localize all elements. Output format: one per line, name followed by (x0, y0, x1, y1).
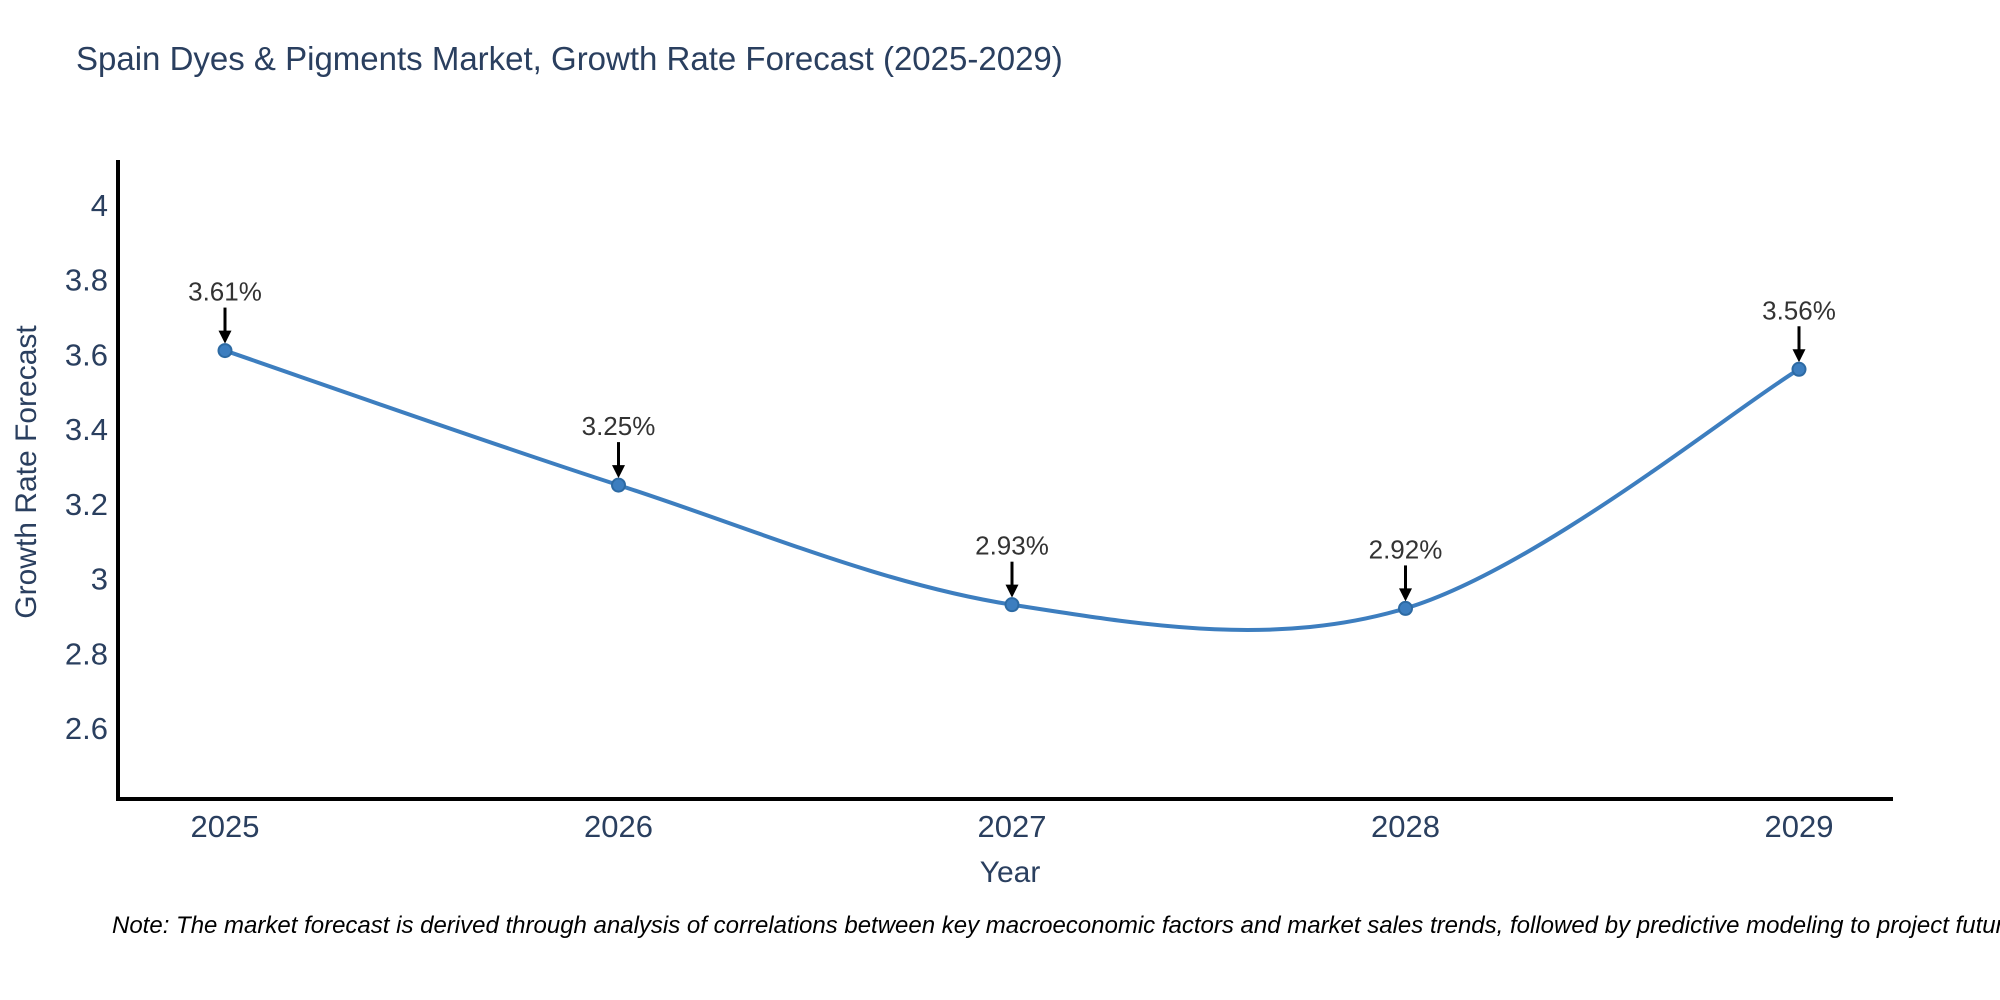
y-tick-label: 3.6 (65, 337, 108, 372)
x-tick-label: 2029 (1765, 809, 1834, 844)
y-tick-label: 3.2 (65, 487, 108, 522)
axis-lines (116, 160, 1893, 801)
x-tick-label: 2026 (584, 809, 653, 844)
point-value-label: 3.56% (1762, 295, 1836, 325)
point-value-label: 2.93% (975, 531, 1049, 561)
data-point-2028[interactable] (1398, 600, 1413, 616)
annotation-arrowhead (1005, 584, 1019, 598)
chart-title: Spain Dyes & Pigments Market, Growth Rat… (76, 40, 1063, 77)
x-axis-title: Year (979, 856, 1041, 889)
data-point-2027[interactable] (1004, 597, 1020, 613)
annotation-arrowhead (1792, 349, 1806, 363)
y-tick-label: 3 (91, 562, 108, 597)
y-tick-label: 2.8 (65, 636, 108, 671)
x-tick-label: 2028 (1371, 809, 1440, 844)
point-value-label: 3.25% (582, 411, 656, 441)
x-tick-label: 2027 (978, 809, 1047, 844)
data-point-2029[interactable] (1791, 361, 1807, 377)
point-value-label: 3.61% (188, 277, 262, 307)
y-tick-label: 3.4 (65, 412, 108, 447)
annotation-arrowhead (612, 465, 625, 479)
footnote-text: Note: The market forecast is derived thr… (112, 912, 2000, 939)
x-tick-label: 2025 (191, 809, 260, 844)
y-tick-label: 4 (91, 188, 108, 223)
y-tick-label: 3.8 (65, 263, 108, 298)
data-point-2025[interactable] (217, 343, 233, 359)
y-tick-label: 2.6 (65, 711, 108, 746)
data-point-2026[interactable] (611, 477, 626, 493)
annotation-arrowhead (1399, 588, 1412, 602)
point-value-label: 2.92% (1369, 534, 1443, 564)
annotation-arrowhead (218, 330, 232, 344)
